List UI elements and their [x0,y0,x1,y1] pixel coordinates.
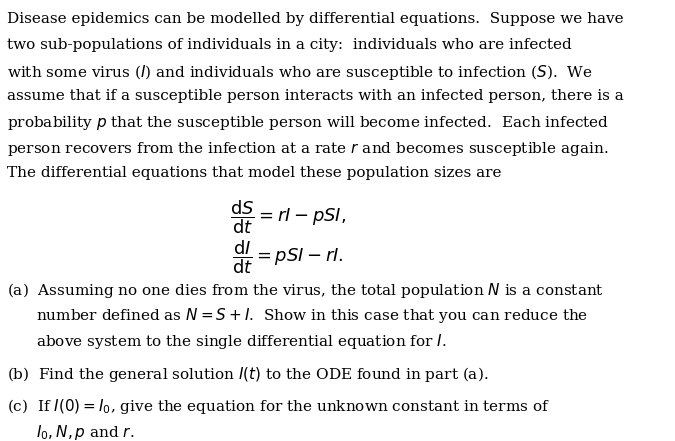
Text: (b)  Find the general solution $I(t)$ to the ODE found in part (a).: (b) Find the general solution $I(t)$ to … [7,365,489,384]
Text: $\dfrac{\mathrm{d}I}{\mathrm{d}t} = pSI - rI.$: $\dfrac{\mathrm{d}I}{\mathrm{d}t} = pSI … [232,239,344,276]
Text: Disease epidemics can be modelled by differential equations.  Suppose we have: Disease epidemics can be modelled by dif… [7,12,624,26]
Text: person recovers from the infection at a rate $r$ and becomes susceptible again.: person recovers from the infection at a … [7,140,609,158]
Text: above system to the single differential equation for $I$.: above system to the single differential … [7,332,447,351]
Text: two sub-populations of individuals in a city:  individuals who are infected: two sub-populations of individuals in a … [7,37,572,52]
Text: with some virus ($I$) and individuals who are susceptible to infection ($S$).  W: with some virus ($I$) and individuals wh… [7,63,593,82]
Text: $\dfrac{\mathrm{d}S}{\mathrm{d}t} = rI - pSI,$: $\dfrac{\mathrm{d}S}{\mathrm{d}t} = rI -… [230,198,346,236]
Text: The differential equations that model these population sizes are: The differential equations that model th… [7,166,502,179]
Text: (a)  Assuming no one dies from the virus, the total population $N$ is a constant: (a) Assuming no one dies from the virus,… [7,281,604,300]
Text: (c)  If $I(0) = I_0$, give the equation for the unknown constant in terms of: (c) If $I(0) = I_0$, give the equation f… [7,397,550,416]
Text: number defined as $N = S+I$.  Show in this case that you can reduce the: number defined as $N = S+I$. Show in thi… [7,306,589,325]
Text: assume that if a susceptible person interacts with an infected person, there is : assume that if a susceptible person inte… [7,89,624,103]
Text: $I_0, N, p$ and $r$.: $I_0, N, p$ and $r$. [7,423,135,441]
Text: probability $p$ that the susceptible person will become infected.  Each infected: probability $p$ that the susceptible per… [7,114,609,132]
